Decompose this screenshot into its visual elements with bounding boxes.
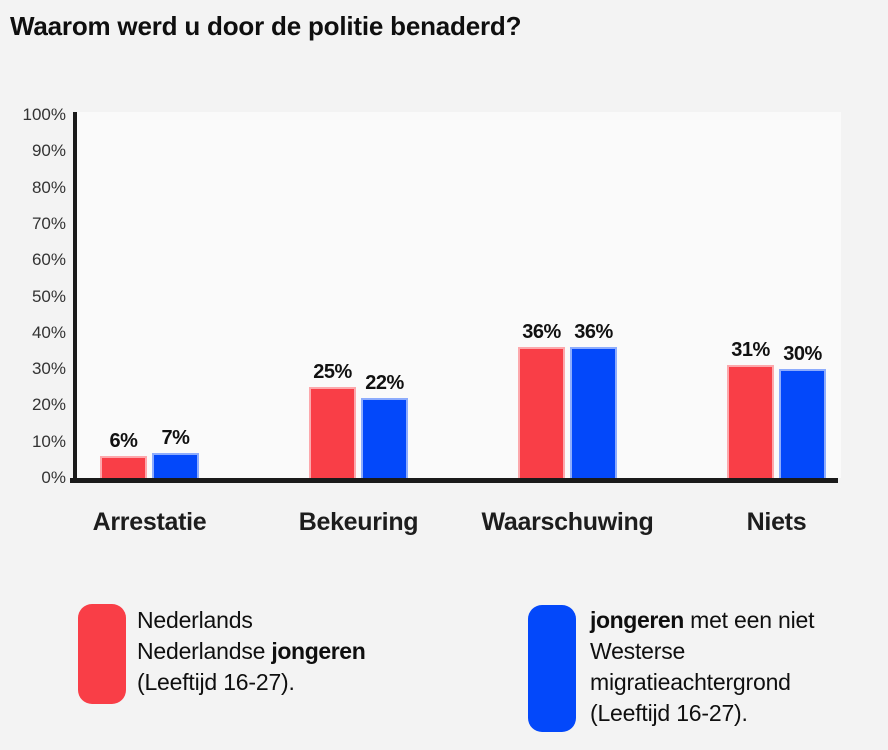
y-axis-line — [73, 112, 77, 483]
category-label-bekeuring: Bekeuring — [298, 508, 419, 536]
category-label-waarschuwing: Waarschuwing — [481, 508, 654, 536]
y-tick-label: 90% — [31, 141, 66, 161]
y-tick-label: 70% — [31, 213, 66, 233]
bar-blue-bekeuring — [361, 398, 408, 478]
y-tick-label: 50% — [31, 286, 66, 306]
category-label-arrestatie: Arrestatie — [92, 508, 207, 536]
bar-value-label: 25% — [313, 361, 352, 384]
y-tick-label: 100% — [22, 105, 66, 124]
bar-value-label: 31% — [731, 339, 770, 362]
y-tick-label: 80% — [31, 177, 66, 197]
legend-label-red: Nederlands Nederlandse jongeren (Leeftijd … — [137, 607, 366, 695]
y-tick-label: 0% — [41, 468, 66, 487]
y-tick-label: 10% — [31, 431, 66, 451]
plot-area — [75, 112, 841, 478]
bar-value-label: 30% — [783, 343, 822, 366]
y-tick-label: 60% — [31, 250, 66, 270]
bar-blue-arrestatie — [152, 452, 199, 478]
legend-label-blue: jongeren met een niet Westerse migratieach… — [590, 607, 815, 726]
bar-value-label: 7% — [161, 426, 190, 449]
y-tick-label: 30% — [31, 359, 66, 379]
legend-swatch-red — [78, 604, 126, 704]
bar-value-label: 22% — [365, 372, 404, 395]
bar-blue-waarschuwing — [570, 347, 617, 478]
bar-value-label: 36% — [574, 321, 613, 344]
bar-blue-niets — [779, 369, 826, 478]
bar-red-niets — [727, 365, 774, 478]
chart-title: Waarom werd u door de politie benaderd? — [10, 11, 522, 41]
bar-value-label: 6% — [109, 430, 138, 453]
y-tick-label: 20% — [31, 395, 66, 415]
legend-swatch-blue — [528, 605, 576, 732]
bar-value-label: 36% — [522, 321, 561, 344]
x-axis-line — [70, 478, 838, 483]
category-label-niets: Niets — [746, 508, 807, 536]
y-tick-label: 40% — [31, 322, 66, 342]
bar-red-arrestatie — [100, 456, 147, 478]
bar-red-waarschuwing — [518, 347, 565, 478]
bar-red-bekeuring — [309, 387, 356, 478]
